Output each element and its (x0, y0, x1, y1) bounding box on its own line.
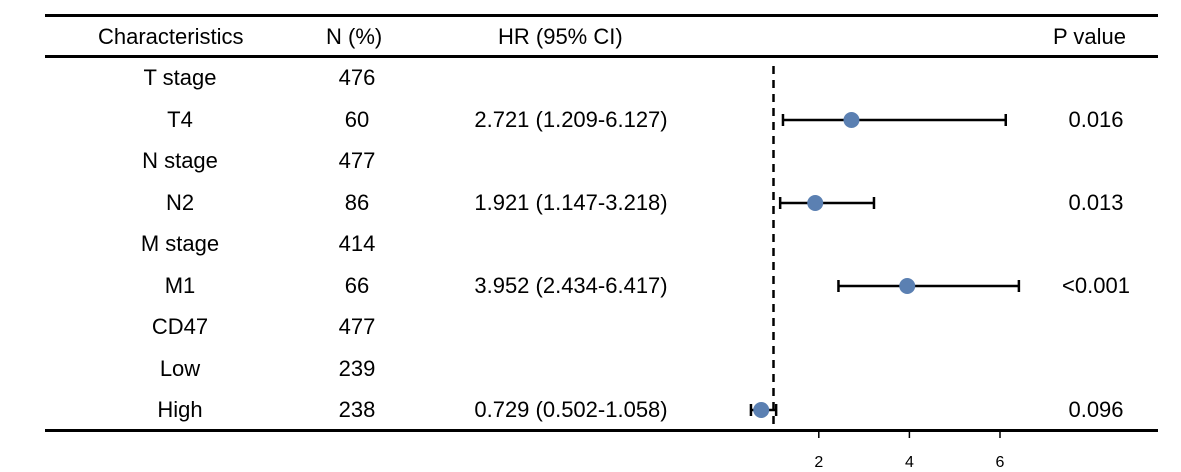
hr-point (899, 278, 916, 294)
row-hr-text: 1.921 (1.147-3.218) (474, 190, 668, 215)
x-tick-label: 2 (814, 454, 823, 471)
row-characteristic: T stage (143, 65, 217, 90)
row-hr-text: 0.729 (0.502-1.058) (474, 397, 668, 422)
row-characteristic: T4 (167, 107, 193, 132)
row-characteristic: CD47 (151, 314, 209, 339)
row-n: 414 (338, 231, 376, 256)
row-p-value: <0.001 (1062, 273, 1130, 298)
row-p-value: 0.096 (1068, 397, 1124, 422)
table-row: M stage 414 (0, 224, 1181, 264)
x-tick-label: 4 (905, 454, 914, 471)
row-characteristic: M1 (164, 273, 196, 298)
row-hr-text: 2.721 (1.209-6.127) (474, 107, 668, 132)
header-characteristics: Characteristics (98, 24, 244, 49)
row-hr-text: 3.952 (2.434-6.417) (474, 273, 668, 298)
table-row: N stage 477 (0, 141, 1181, 181)
hr-point (807, 195, 824, 211)
table-row: CD47 477 (0, 307, 1181, 347)
row-n: 60 (344, 107, 370, 132)
row-characteristic: Low (159, 356, 201, 381)
row-p-value: 0.013 (1068, 190, 1124, 215)
row-n: 477 (338, 148, 376, 173)
row-n: 66 (344, 273, 370, 298)
table-top-rule (45, 14, 1158, 17)
row-characteristic: High (157, 397, 203, 422)
header-n: N (%) (326, 24, 383, 49)
hr-point (753, 402, 770, 418)
row-n: 239 (338, 356, 376, 381)
row-characteristic: N stage (142, 148, 218, 173)
table-row: N2 86 1.921 (1.147-3.218) 0.013 (0, 183, 1181, 223)
table-row: T4 60 2.721 (1.209-6.127) 0.016 (0, 100, 1181, 140)
header-hr: HR (95% CI) (498, 24, 623, 49)
row-characteristic: M stage (140, 231, 220, 256)
row-n: 476 (338, 65, 376, 90)
row-p-value: 0.016 (1068, 107, 1124, 132)
row-n: 477 (338, 314, 376, 339)
x-tick-label: 6 (996, 454, 1005, 471)
table-bottom-rule (45, 429, 1158, 432)
row-n: 86 (344, 190, 370, 215)
table-row: Low 239 (0, 349, 1181, 389)
table-row: High 238 0.729 (0.502-1.058) 0.096 (0, 390, 1181, 430)
hr-point (843, 112, 860, 128)
table-row: M1 66 3.952 (2.434-6.417) <0.001 (0, 266, 1181, 306)
row-characteristic: N2 (165, 190, 195, 215)
row-n: 238 (338, 397, 376, 422)
table-header-rule (45, 55, 1158, 58)
table-row: T stage 476 (0, 58, 1181, 98)
header-p-value: P value (1053, 24, 1126, 49)
